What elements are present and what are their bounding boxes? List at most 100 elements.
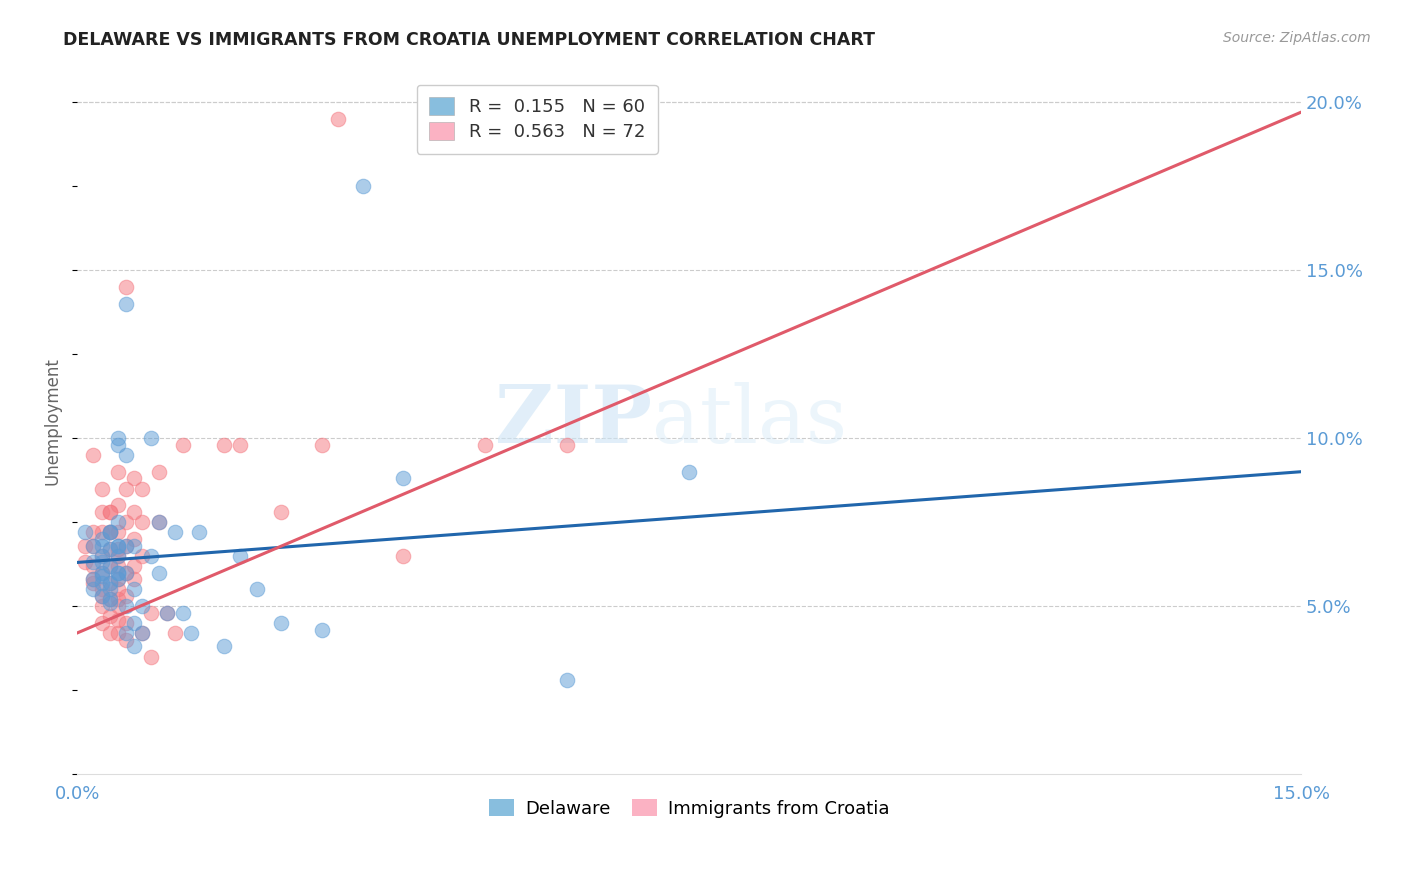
Point [115, 280, 138, 294]
Point [82, 582, 104, 597]
Point [122, 532, 145, 546]
Point [131, 549, 153, 563]
Point [82, 525, 104, 540]
Point [163, 525, 186, 540]
Point [75, 556, 97, 570]
Point [122, 558, 145, 573]
Point [115, 632, 138, 647]
Point [212, 640, 235, 654]
Point [115, 615, 138, 630]
Point [328, 112, 350, 126]
Point [139, 431, 162, 445]
Point [98, 525, 121, 540]
Point [90, 556, 112, 570]
Point [107, 525, 129, 540]
Point [122, 615, 145, 630]
Point [107, 566, 129, 580]
Point [107, 499, 129, 513]
Point [98, 505, 121, 519]
Point [98, 525, 121, 540]
Point [270, 505, 292, 519]
Point [90, 615, 112, 630]
Point [122, 582, 145, 597]
Point [180, 626, 202, 640]
Point [107, 558, 129, 573]
Point [90, 505, 112, 519]
Point [311, 623, 333, 637]
Point [90, 589, 112, 603]
Point [107, 572, 129, 586]
Point [90, 532, 112, 546]
Point [82, 556, 104, 570]
Point [82, 558, 104, 573]
Point [90, 539, 112, 553]
Point [90, 566, 112, 580]
Point [311, 438, 333, 452]
Point [82, 572, 104, 586]
Point [148, 566, 170, 580]
Point [678, 465, 700, 479]
Text: DELAWARE VS IMMIGRANTS FROM CROATIA UNEMPLOYMENT CORRELATION CHART: DELAWARE VS IMMIGRANTS FROM CROATIA UNEM… [63, 31, 876, 49]
Point [90, 549, 112, 563]
Point [98, 592, 121, 607]
Point [229, 549, 252, 563]
Point [98, 541, 121, 556]
Point [156, 606, 179, 620]
Point [107, 465, 129, 479]
Point [98, 596, 121, 610]
Point [82, 539, 104, 553]
Point [82, 572, 104, 586]
Point [98, 558, 121, 573]
Point [82, 539, 104, 553]
Point [98, 525, 121, 540]
Point [107, 539, 129, 553]
Point [122, 505, 145, 519]
Text: Source: ZipAtlas.com: Source: ZipAtlas.com [1223, 31, 1371, 45]
Point [98, 592, 121, 607]
Point [115, 626, 138, 640]
Point [115, 296, 138, 310]
Point [188, 525, 211, 540]
Point [172, 606, 194, 620]
Point [90, 549, 112, 563]
Point [115, 515, 138, 529]
Point [107, 438, 129, 452]
Point [148, 515, 170, 529]
Point [131, 626, 153, 640]
Point [115, 539, 138, 553]
Point [139, 606, 162, 620]
Point [555, 673, 578, 687]
Point [122, 539, 145, 553]
Point [98, 626, 121, 640]
Point [172, 438, 194, 452]
Point [107, 626, 129, 640]
Point [98, 575, 121, 590]
Point [90, 569, 112, 583]
Point [122, 471, 145, 485]
Point [131, 599, 153, 614]
Point [122, 640, 145, 654]
Point [115, 448, 138, 462]
Point [98, 505, 121, 519]
Point [90, 575, 112, 590]
Point [392, 549, 415, 563]
Point [90, 482, 112, 496]
Point [75, 539, 97, 553]
Text: ZIP: ZIP [495, 383, 652, 460]
Point [131, 626, 153, 640]
Point [90, 525, 112, 540]
Point [75, 525, 97, 540]
Text: atlas: atlas [652, 383, 848, 460]
Point [107, 613, 129, 627]
Point [131, 482, 153, 496]
Point [90, 566, 112, 580]
Point [107, 515, 129, 529]
Point [98, 575, 121, 590]
Point [90, 589, 112, 603]
Point [139, 649, 162, 664]
Point [156, 606, 179, 620]
Point [115, 539, 138, 553]
Point [107, 549, 129, 563]
Point [229, 438, 252, 452]
Point [107, 539, 129, 553]
